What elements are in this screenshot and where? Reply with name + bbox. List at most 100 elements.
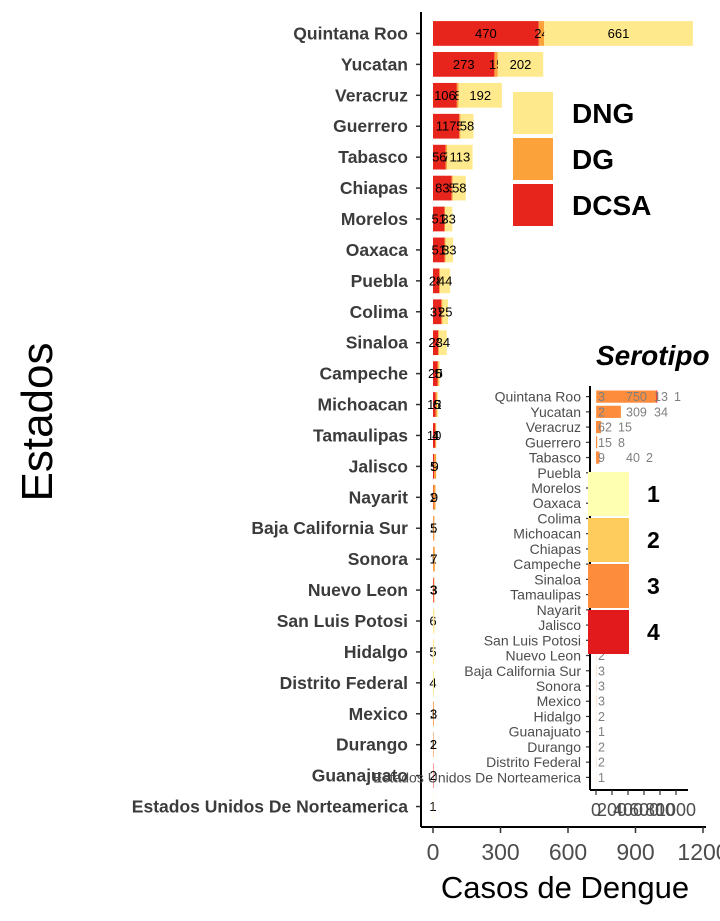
bar-label-dg-sonora: 7 xyxy=(430,552,437,567)
bar-dng-chiapas xyxy=(452,175,466,201)
state-label-san-luis-potosi: San Luis Potosi xyxy=(277,611,408,631)
inset-bar-label-veracruz: 62 xyxy=(598,421,612,435)
state-label-morelos: Morelos xyxy=(341,209,408,229)
legend-label-dng: DNG xyxy=(572,98,634,129)
bar-dng-campeche xyxy=(438,361,440,386)
bar-label-dng-sinaloa: 34 xyxy=(436,335,450,350)
x-tick-label: 600 xyxy=(549,839,587,865)
bar-label-dg-nuevo-leon: 3 xyxy=(430,583,437,598)
inset-state-label-nayarit: Nayarit xyxy=(537,602,581,618)
bar-dg-veracruz xyxy=(456,82,459,108)
bar-label-dcsa-morelos: 51 xyxy=(432,212,446,227)
bar-label-dng-tabasco: 113 xyxy=(450,150,471,165)
state-label-sinaloa: Sinaloa xyxy=(346,333,409,353)
inset-state-label-guanajuato: Guanajuato xyxy=(509,724,582,740)
legend-key-dng xyxy=(513,92,553,134)
bar-dcsa-nuevo-leon xyxy=(433,577,434,603)
bar-dng-sinaloa xyxy=(439,330,447,356)
inset-state-label-hidalgo: Hidalgo xyxy=(534,708,582,724)
bar-dg-guerrero xyxy=(459,113,461,139)
bar-dng-colima xyxy=(442,299,449,325)
bar-dcsa-guerrero xyxy=(433,113,460,139)
state-label-chiapas: Chiapas xyxy=(340,178,408,198)
inset-legend-label-3: 3 xyxy=(647,573,660,599)
inset-state-label-quintana-roo: Quintana Roo xyxy=(495,389,582,405)
bar-dng-san-luis-potosi xyxy=(433,608,435,634)
state-label-yucatan: Yucatan xyxy=(341,54,408,74)
inset-bar-label-baja-california-sur: 3 xyxy=(598,664,605,678)
bar-dg-nuevo-leon xyxy=(433,577,435,603)
inset-bar-label-yucatan: 2 xyxy=(598,405,605,419)
bar-dcsa-tabasco xyxy=(433,144,446,170)
bar-label-dcsa-quintana-roo: 470 xyxy=(475,26,497,41)
bar-dng-yucatan xyxy=(497,52,544,77)
inset-state-label-sonora: Sonora xyxy=(536,678,581,694)
inset-bar-label-guanajuato: 1 xyxy=(598,725,605,739)
x-axis-title: Casos de Dengue xyxy=(441,870,689,905)
bar-label-dng-quintana-roo: 661 xyxy=(608,26,630,41)
inset-bar-serotipo-3-yucatan xyxy=(596,405,621,418)
state-label-sonora: Sonora xyxy=(348,549,409,569)
bar-dng-michoacan xyxy=(437,392,439,417)
inset-bar-label-tabasco: 9 xyxy=(598,451,605,465)
bar-label-dcsa-nayarit: 2 xyxy=(430,490,437,505)
bar-dng-oaxaca xyxy=(445,237,454,263)
bar-dcsa-jalisco xyxy=(433,454,435,479)
inset-bar-label-yucatan: 34 xyxy=(654,405,668,419)
inset-bar-label-quintana-roo: 1 xyxy=(674,390,681,404)
inset-bar-serotipo-3-tabasco xyxy=(596,451,600,464)
inset-bar-serotipo-4-quintana-roo xyxy=(656,390,658,403)
bar-label-dcsa-tamaulipas: 10 xyxy=(427,428,441,443)
bar-dg-baja-california-sur xyxy=(433,515,435,541)
bar-dcsa-yucatan xyxy=(433,52,495,77)
bar-dg-quintana-roo xyxy=(538,21,545,46)
inset-bar-label-tabasco: 2 xyxy=(646,451,653,465)
bar-label-dng-oaxaca: 33 xyxy=(442,242,456,257)
bar-dng-quintana-roo xyxy=(544,21,693,46)
bar-dg-oaxaca xyxy=(444,237,446,263)
bar-dcsa-colima xyxy=(433,299,442,325)
bar-dg-michoacan xyxy=(435,392,438,417)
state-label-nayarit: Nayarit xyxy=(349,487,409,507)
state-label-oaxaca: Oaxaca xyxy=(346,240,409,260)
legend-key-dg xyxy=(513,138,553,180)
bar-label-dg-chiapas: 5 xyxy=(449,181,456,196)
inset-legend-label-1: 1 xyxy=(647,481,660,507)
bar-label-dng-chiapas: 58 xyxy=(452,181,466,196)
bar-dng-veracruz xyxy=(458,82,502,108)
state-label-michoacan: Michoacan xyxy=(318,395,408,415)
x-tick-label: 0 xyxy=(427,839,440,865)
inset-x-tick-label: 1000 xyxy=(656,800,696,820)
bar-dcsa-chiapas xyxy=(433,175,452,201)
bar-label-dg-tamaulipas: 4 xyxy=(432,428,439,443)
inset-state-label-oaxaca: Oaxaca xyxy=(533,495,581,511)
inset-state-label-tabasco: Tabasco xyxy=(529,450,581,466)
bar-label-dg-sinaloa: 4 xyxy=(435,335,442,350)
inset-legend-key-3 xyxy=(588,564,629,608)
bar-dng-distrito-federal xyxy=(433,670,434,696)
inset-state-label-michoacan: Michoacan xyxy=(513,526,581,542)
bar-label-dg-oaxaca: 5 xyxy=(441,242,448,257)
bar-dg-puebla xyxy=(439,268,441,294)
inset-bar-label-distrito-federal: 2 xyxy=(598,756,605,770)
bar-label-dcsa-chiapas: 83 xyxy=(435,181,449,196)
bar-label-dcsa-oaxaca: 51 xyxy=(432,242,446,257)
state-label-colima: Colima xyxy=(350,302,409,322)
inset-state-label-san-luis-potosi: San Luis Potosi xyxy=(484,632,581,648)
bar-label-dcsa-mexico: 1 xyxy=(429,706,436,721)
inset-state-label-veracruz: Veracruz xyxy=(526,419,581,435)
bar-dng-hidalgo xyxy=(433,639,435,665)
bar-dg-sinaloa xyxy=(438,330,440,356)
bar-dcsa-sinaloa xyxy=(433,330,439,356)
inset-bar-serotipo-3-veracruz xyxy=(596,420,601,434)
x-tick-label: 1200 xyxy=(677,839,720,865)
bar-dg-tabasco xyxy=(445,144,448,170)
bar-dg-campeche xyxy=(437,361,439,386)
state-label-jalisco: Jalisco xyxy=(349,456,408,476)
inset-bar-label-mexico: 3 xyxy=(598,695,605,709)
inset-state-label-mexico: Mexico xyxy=(537,693,582,709)
state-label-tamaulipas: Tamaulipas xyxy=(313,425,408,445)
bar-label-dng-guerrero: 58 xyxy=(460,119,474,134)
bar-label-dg-baja-california-sur: 5 xyxy=(430,521,437,536)
